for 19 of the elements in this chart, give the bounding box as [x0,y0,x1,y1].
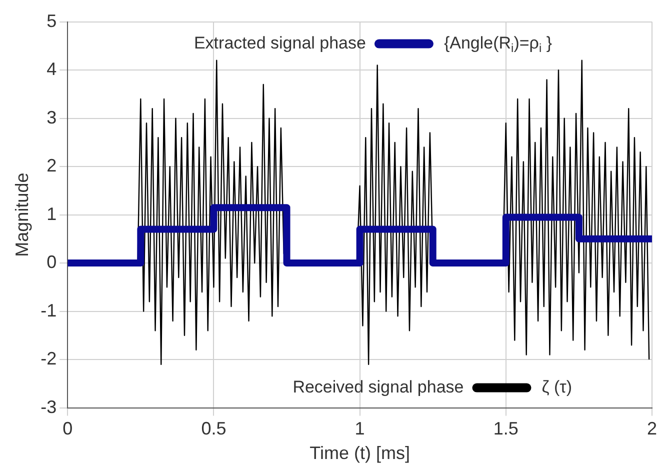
y-tick-label: 1 [46,204,57,224]
legend-label: ζ (τ) [542,377,572,396]
y-tick-label: -1 [40,300,57,320]
y-tick-label: -3 [40,396,57,417]
x-tick-label: 2 [646,418,658,439]
x-tick-label: 1 [354,418,365,439]
annotation: Received signal phase [292,377,464,396]
x-tick-label: 1.5 [493,418,518,439]
annotation: Extracted signal phase [194,33,366,52]
x-tick-label: 0 [62,418,73,439]
x-tick-label: 0.5 [201,418,226,439]
y-tick-label: 0 [46,252,57,272]
y-tick-label: 2 [46,156,57,176]
x-axis-title: Time (t) [ms] [310,443,410,464]
y-axis-title: Magnitude [12,172,32,257]
y-tick-label: -2 [40,348,57,369]
y-tick-label: 5 [46,10,57,31]
y-tick-label: 4 [46,59,57,80]
y-tick-label: 3 [46,107,57,128]
